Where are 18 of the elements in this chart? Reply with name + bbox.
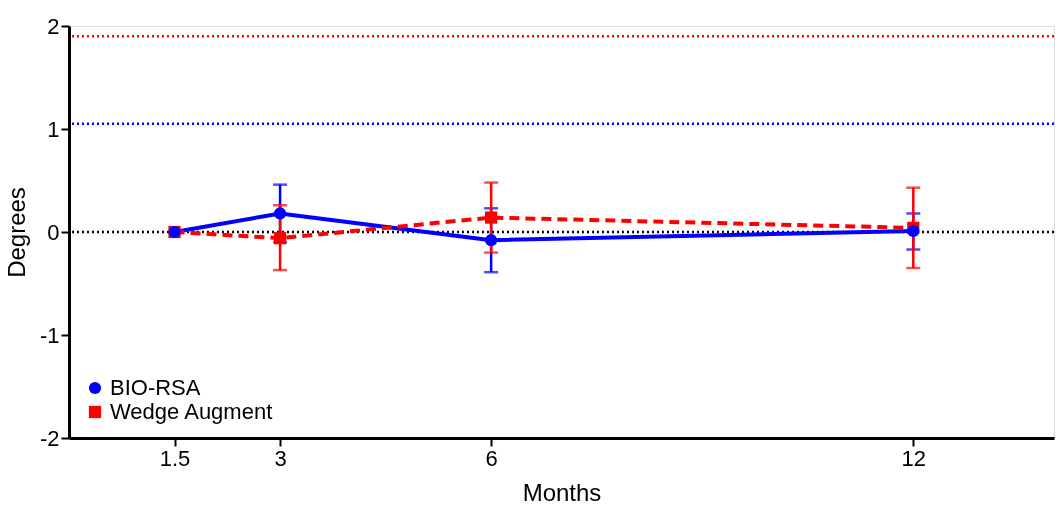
y-tick-label: 2 [47,13,60,39]
point [485,211,498,224]
x-tick-label: 12 [901,445,927,471]
x-tick-label: 6 [485,445,498,471]
y-tick-label: 1 [47,116,60,142]
y-tick-label: -2 [39,425,60,451]
x-tick-label: 1.5 [159,445,191,471]
x-tick-label: 3 [274,445,287,471]
y-tick-label: -1 [39,322,60,348]
y-axis-title: Degrees [2,187,30,278]
point [273,207,287,220]
point [907,224,920,238]
point [485,234,498,247]
legend-label: Wedge Augment [110,399,273,424]
legend-label: BIO-RSA [110,375,201,400]
point [273,232,287,245]
x-axis-title: Months [522,478,602,506]
y-tick-label: 0 [47,219,60,245]
